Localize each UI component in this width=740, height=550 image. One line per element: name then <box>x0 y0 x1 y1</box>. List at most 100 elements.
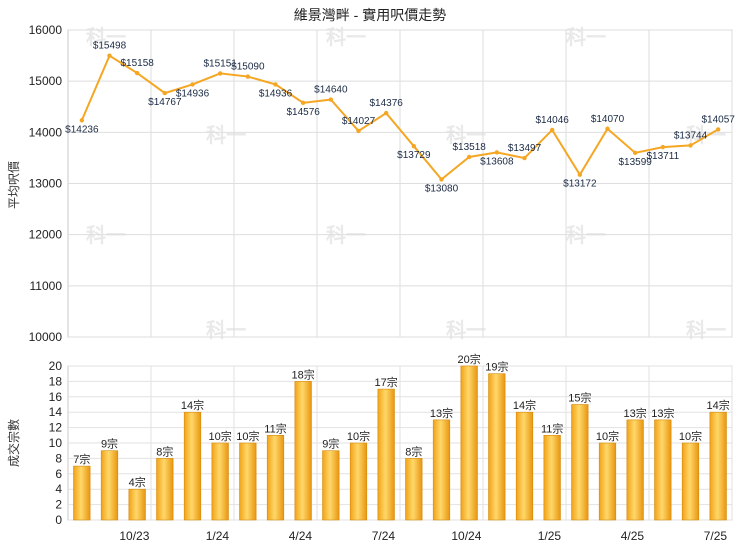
price-tick-label-4: 14000 <box>29 125 63 139</box>
count-data-label-6: 10宗 <box>236 429 259 443</box>
x-tick-label-2: 4/24 <box>289 529 313 543</box>
price-point-20 <box>632 150 638 156</box>
price-point-22 <box>688 143 693 148</box>
price-tick-label-1: 11000 <box>30 279 63 293</box>
count-bar-5 <box>211 442 229 521</box>
price-point-11 <box>383 110 389 116</box>
price-data-label-14: $13518 <box>452 142 486 153</box>
count-bar-11 <box>377 388 395 521</box>
price-point-12 <box>411 143 417 149</box>
count-tick-label-4: 8 <box>55 451 62 465</box>
watermark-10: 科一 <box>446 318 486 342</box>
price-point-6 <box>245 74 251 79</box>
price-data-label-0: $14236 <box>65 124 99 135</box>
price-tick-label-2: 12000 <box>29 228 63 242</box>
count-bar-15 <box>488 373 506 521</box>
price-data-label-11: $14376 <box>369 98 403 109</box>
price-data-label-7: $14936 <box>259 88 293 99</box>
count-bar-14 <box>460 365 478 521</box>
x-tick-label-0: 10/23 <box>119 529 149 543</box>
price-data-label-3: $14767 <box>148 97 182 108</box>
count-bar-8 <box>294 381 312 521</box>
count-data-label-5: 10宗 <box>209 429 232 443</box>
price-point-16 <box>522 155 527 161</box>
price-data-label-2: $15158 <box>120 58 154 69</box>
count-tick-label-7: 14 <box>49 405 63 419</box>
price-point-5 <box>217 71 223 76</box>
price-point-17 <box>549 127 555 133</box>
price-data-label-17: $14046 <box>535 115 569 126</box>
price-data-label-12: $13729 <box>397 150 431 161</box>
count-data-label-10: 10宗 <box>347 429 370 443</box>
x-tick-label-6: 4/25 <box>621 529 645 543</box>
count-bar-21 <box>654 419 672 521</box>
count-bar-2 <box>128 488 146 521</box>
price-data-label-6: $15090 <box>231 62 265 73</box>
count-data-label-15: 19宗 <box>485 360 508 374</box>
price-data-label-19: $14070 <box>591 114 625 125</box>
count-data-label-11: 17宗 <box>375 375 398 389</box>
chart-title: 維景灣畔 - 實用呎價走勢 <box>294 7 446 23</box>
count-bar-16 <box>515 411 534 521</box>
price-point-7 <box>273 82 278 87</box>
price-tick-label-0: 10000 <box>29 330 63 344</box>
count-tick-label-6: 12 <box>49 421 63 435</box>
count-data-label-4: 14宗 <box>181 398 204 412</box>
count-bar-7 <box>266 434 285 521</box>
price-tick-label-5: 15000 <box>29 74 63 88</box>
count-bar-1 <box>100 450 119 521</box>
price-axis-label: 平均呎價 <box>7 161 21 209</box>
price-point-23 <box>715 127 721 132</box>
price-series-line <box>80 54 719 181</box>
count-data-label-17: 11宗 <box>541 421 563 435</box>
count-data-label-18: 15宗 <box>568 391 591 405</box>
price-data-label-15: $13608 <box>480 156 514 167</box>
count-tick-label-1: 2 <box>55 498 62 512</box>
price-data-label-1: $15498 <box>93 41 127 52</box>
price-data-label-10: $14027 <box>342 116 376 127</box>
watermark-11: 科一 <box>686 318 726 342</box>
count-data-label-23: 14宗 <box>707 398 730 412</box>
count-data-label-8: 18宗 <box>292 367 315 381</box>
count-data-label-20: 13宗 <box>624 406 647 420</box>
count-data-label-22: 10宗 <box>679 429 702 443</box>
price-data-label-21: $13711 <box>647 151 680 162</box>
count-data-label-3: 8宗 <box>156 444 173 458</box>
price-data-label-9: $14640 <box>314 85 348 96</box>
count-bar-22 <box>681 442 700 521</box>
watermark-2: 科一 <box>566 25 606 49</box>
price-point-21 <box>660 144 666 150</box>
watermark-4: 科一 <box>446 123 486 147</box>
x-tick-label-1: 1/24 <box>206 529 230 543</box>
price-point-1 <box>107 53 112 58</box>
count-data-label-1: 9宗 <box>101 437 118 451</box>
count-data-label-0: 7宗 <box>73 452 90 466</box>
watermark-3: 科一 <box>206 123 246 147</box>
watermark-5: 科一 <box>686 123 726 147</box>
count-tick-label-5: 10 <box>49 436 63 450</box>
count-bar-6 <box>239 442 257 521</box>
price-point-15 <box>494 150 500 155</box>
price-point-14 <box>466 154 472 160</box>
price-tick-label-3: 13000 <box>29 177 63 191</box>
count-bar-10 <box>349 442 368 521</box>
price-point-19 <box>605 126 610 131</box>
count-data-label-16: 14宗 <box>513 398 536 412</box>
watermark-1: 科一 <box>326 25 366 49</box>
count-data-label-14: 20宗 <box>458 352 481 366</box>
price-data-label-23: $14057 <box>701 114 735 125</box>
price-point-3 <box>162 90 168 96</box>
price-data-label-20: $13599 <box>618 157 652 168</box>
x-tick-label-4: 10/24 <box>451 529 481 543</box>
count-bar-19 <box>598 442 617 521</box>
price-data-label-13: $13080 <box>425 183 459 194</box>
count-data-label-7: 11宗 <box>264 421 286 435</box>
count-data-label-19: 10宗 <box>596 429 619 443</box>
count-bar-13 <box>432 419 451 521</box>
x-tick-label-3: 7/24 <box>372 529 396 543</box>
watermark-0: 科一 <box>86 25 126 49</box>
price-point-18 <box>577 172 583 177</box>
count-bar-18 <box>571 404 589 521</box>
count-tick-label-9: 18 <box>49 374 63 388</box>
